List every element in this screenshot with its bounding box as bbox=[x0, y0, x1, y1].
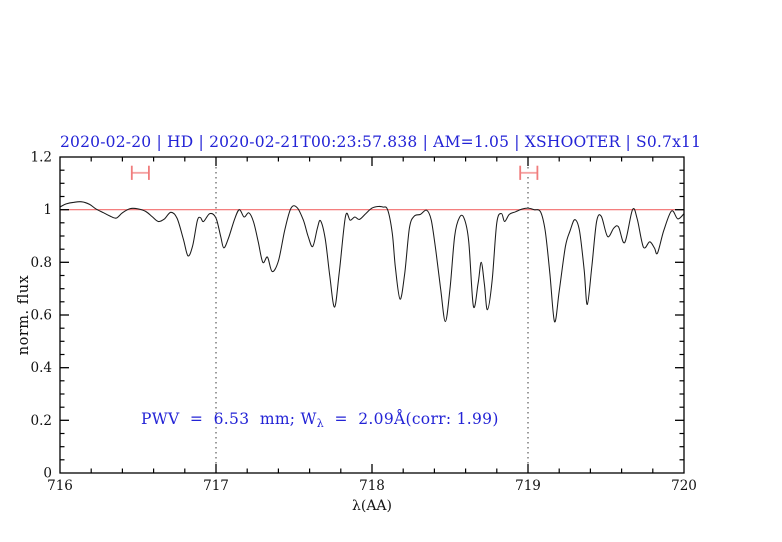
x-tick-label: 718 bbox=[359, 478, 385, 494]
y-tick-label: 0.2 bbox=[31, 413, 52, 429]
y-tick-label: 0.4 bbox=[31, 360, 52, 376]
pwv-annotation-prefix: PWV = 6.53 mm; W bbox=[141, 410, 317, 428]
y-tick-label: 1.2 bbox=[31, 150, 52, 166]
x-tick-label: 717 bbox=[203, 478, 229, 494]
x-axis-title: λ(AA) bbox=[351, 498, 393, 514]
pwv-annotation-suffix: = 2.09Å(corr: 1.99) bbox=[324, 410, 499, 428]
plot-generated-layer: 716 717 718 719 720 0 0.2 0.4 0.6 0.8 1 1.2 bbox=[31, 150, 697, 495]
observation-header: 2020-02-20 | HD | 2020-02-21T00:23:57.83… bbox=[60, 133, 702, 151]
y-tick-label: 0 bbox=[43, 466, 52, 482]
y-tick-label: 0.8 bbox=[31, 255, 52, 271]
spectrum-curve bbox=[59, 201, 685, 323]
y-axis-title: norm. flux bbox=[16, 274, 32, 356]
x-tick-label: 716 bbox=[47, 478, 73, 494]
x-tick-label: 719 bbox=[515, 478, 541, 494]
y-tick-label: 1 bbox=[43, 202, 52, 218]
pwv-annotation-lambda-subscript: λ bbox=[316, 417, 325, 430]
x-tick-label: 720 bbox=[671, 478, 697, 494]
y-tick-label: 0.6 bbox=[31, 308, 52, 324]
pwv-annotation: PWV = 6.53 mm; Wλ = 2.09Å(corr: 1.99) bbox=[141, 410, 499, 430]
